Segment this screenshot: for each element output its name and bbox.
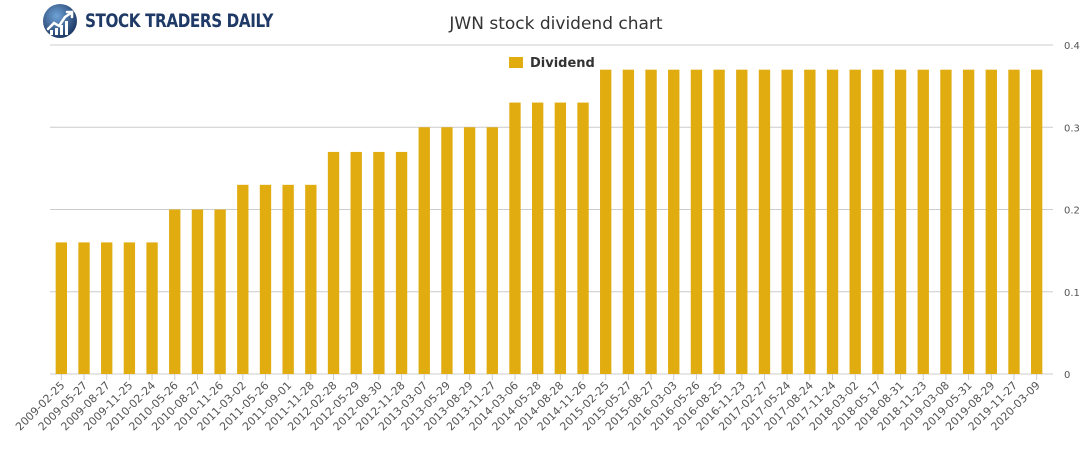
bar[interactable] — [758, 69, 771, 375]
bar[interactable] — [554, 102, 567, 374]
bar[interactable] — [917, 69, 929, 375]
bar[interactable] — [872, 69, 884, 375]
bar[interactable] — [509, 102, 521, 374]
bar[interactable] — [622, 69, 635, 375]
bar[interactable] — [395, 151, 408, 374]
bar[interactable] — [123, 242, 136, 374]
bar[interactable] — [1030, 69, 1043, 375]
legend-label: Dividend — [530, 56, 595, 71]
bar[interactable] — [486, 127, 498, 374]
bar[interactable] — [1008, 69, 1020, 375]
bar[interactable] — [577, 102, 589, 374]
bar[interactable] — [849, 69, 861, 375]
stock-traders-daily-logo[interactable]: STOCK TRADERS DAILY — [40, 2, 320, 40]
bar[interactable] — [191, 209, 204, 375]
bar[interactable] — [101, 242, 113, 374]
bar[interactable] — [645, 69, 657, 375]
legend-swatch — [509, 57, 523, 68]
bar[interactable] — [826, 69, 839, 375]
chart-title: JWN stock dividend chart — [448, 14, 663, 34]
bar[interactable] — [169, 209, 181, 375]
y-tick-label: 0.3 — [1064, 123, 1080, 134]
bar[interactable] — [327, 151, 340, 374]
y-tick-label: 0.1 — [1064, 288, 1080, 299]
bar[interactable] — [237, 184, 249, 374]
y-tick-label: 0.4 — [1064, 41, 1080, 52]
bar[interactable] — [985, 69, 997, 375]
y-tick-label: 0 — [1064, 370, 1070, 381]
bar[interactable] — [214, 209, 226, 375]
bar[interactable] — [441, 127, 453, 374]
bar[interactable] — [282, 184, 294, 374]
bar[interactable] — [736, 69, 748, 375]
bar[interactable] — [962, 69, 975, 375]
bar[interactable] — [713, 69, 725, 375]
bar[interactable] — [600, 69, 612, 375]
bar[interactable] — [373, 151, 385, 374]
y-tick-label: 0.2 — [1064, 206, 1080, 217]
bar[interactable] — [531, 102, 544, 374]
bar[interactable] — [55, 242, 68, 374]
bar[interactable] — [418, 127, 430, 374]
bar[interactable] — [78, 242, 90, 374]
bar[interactable] — [668, 69, 680, 375]
bar[interactable] — [940, 69, 952, 375]
legend[interactable]: Dividend — [509, 56, 595, 71]
bar[interactable] — [781, 69, 793, 375]
logo-text: STOCK TRADERS DAILY — [85, 10, 274, 32]
bar[interactable] — [259, 184, 272, 374]
bar[interactable] — [894, 69, 907, 375]
bull-logo-icon — [43, 4, 77, 38]
bar[interactable] — [305, 184, 317, 374]
bar[interactable] — [804, 69, 816, 375]
bar[interactable] — [146, 242, 158, 374]
bar[interactable] — [463, 127, 476, 374]
bar[interactable] — [350, 151, 362, 374]
bar[interactable] — [690, 69, 703, 375]
